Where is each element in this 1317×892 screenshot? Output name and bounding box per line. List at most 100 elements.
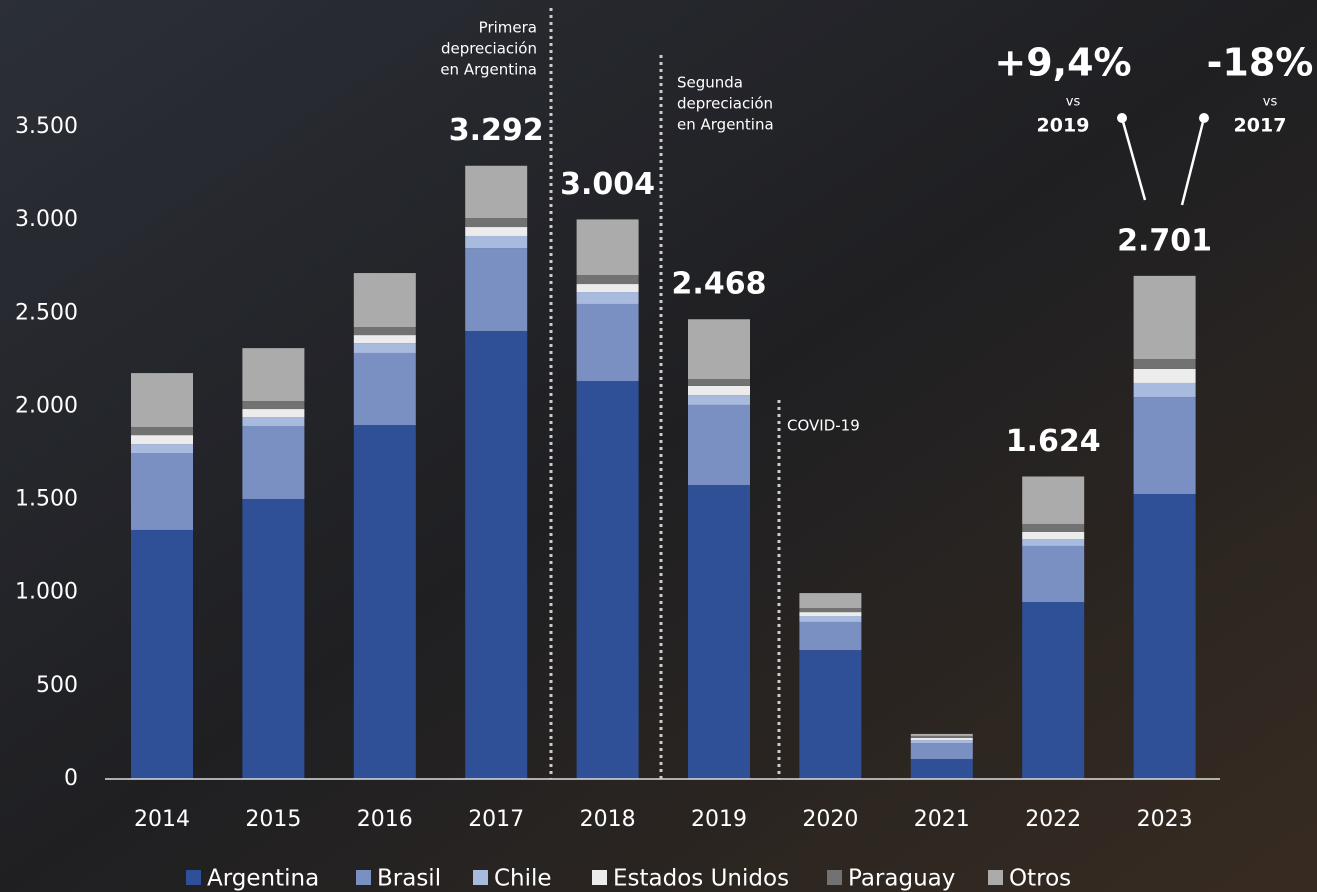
y-tick-label: 0 xyxy=(64,766,78,791)
event-label: Segunda xyxy=(677,74,743,92)
x-tick-label: 2014 xyxy=(134,807,190,832)
bar-segment xyxy=(910,738,973,741)
y-tick-label: 1.500 xyxy=(15,487,78,512)
bar-segment xyxy=(465,227,528,236)
event-label: depreciación xyxy=(441,40,537,58)
legend-label: Paraguay xyxy=(848,866,955,892)
legend-swatch xyxy=(988,870,1003,885)
bar-segment xyxy=(242,417,305,426)
y-tick-label: 500 xyxy=(36,673,78,698)
bar-segment xyxy=(242,425,305,500)
legend-label: Chile xyxy=(494,866,552,892)
total-label: 3.004 xyxy=(560,167,655,202)
bar-segment xyxy=(465,248,528,331)
bar-segment xyxy=(576,284,639,293)
bar-segment xyxy=(131,453,193,530)
y-tick-label: 3.000 xyxy=(15,207,78,232)
x-tick-label: 2018 xyxy=(580,807,636,832)
bar-segment xyxy=(1133,359,1196,369)
bar-segment xyxy=(688,379,750,386)
legend-swatch xyxy=(186,870,201,885)
bar-segment xyxy=(799,593,862,608)
bar-segment xyxy=(576,219,639,276)
bar-segment xyxy=(1022,523,1085,532)
callout-dot xyxy=(1117,113,1127,123)
legend-label: Otros xyxy=(1009,866,1071,892)
bar-segment xyxy=(1022,539,1085,546)
event-label: depreciación xyxy=(677,95,773,113)
bar-segment xyxy=(799,607,862,613)
bar-segment xyxy=(799,616,862,622)
bar-segment xyxy=(131,444,193,453)
bar-segment xyxy=(1022,476,1085,524)
bar-segment xyxy=(910,743,973,760)
bar-segment xyxy=(799,621,862,651)
x-tick-label: 2022 xyxy=(1025,807,1081,832)
bar-segment xyxy=(242,409,305,418)
bar-segment xyxy=(353,352,416,426)
bar-segment xyxy=(353,273,416,328)
x-tick-label: 2023 xyxy=(1137,807,1193,832)
legend-label: Argentina xyxy=(207,866,319,892)
y-tick-label: 2.000 xyxy=(15,393,78,418)
bar-segment xyxy=(799,650,862,779)
event-label: COVID-19 xyxy=(787,417,860,435)
x-tick-label: 2017 xyxy=(468,807,524,832)
bar-segment xyxy=(799,612,862,616)
bar-segment xyxy=(1133,397,1196,494)
legend-swatch xyxy=(473,870,488,885)
comparison-vs: vs xyxy=(1263,95,1278,110)
bar-segment xyxy=(910,759,973,779)
bar-segment xyxy=(910,733,973,736)
bar-segment xyxy=(353,327,416,336)
x-tick-label: 2016 xyxy=(357,807,413,832)
bar-segment xyxy=(465,330,528,779)
legend-label: Estados Unidos xyxy=(613,866,789,892)
x-tick-label: 2021 xyxy=(914,807,970,832)
total-label: 3.292 xyxy=(449,113,544,148)
bar-segment xyxy=(576,381,639,779)
bar-segment xyxy=(1133,382,1196,398)
bar-segment xyxy=(688,395,750,405)
comparison-value: +9,4% xyxy=(994,41,1131,85)
bar-segment xyxy=(576,275,639,285)
bar-segment xyxy=(1133,493,1196,779)
bar-segment xyxy=(1133,275,1196,360)
comparison-year: 2017 xyxy=(1234,115,1287,137)
y-tick-label: 1.000 xyxy=(15,580,78,605)
bar-segment xyxy=(242,348,305,402)
bar-segment xyxy=(353,335,416,344)
y-tick-label: 2.500 xyxy=(15,300,78,325)
bar-segment xyxy=(688,319,750,380)
bar-segment xyxy=(131,427,193,436)
comparison-value: -18% xyxy=(1207,41,1314,85)
bar-segment xyxy=(1022,602,1085,779)
total-label: 1.624 xyxy=(1006,424,1101,459)
legend-label: Brasil xyxy=(377,866,441,892)
bar-segment xyxy=(688,404,750,486)
bar-segment xyxy=(576,303,639,382)
callout-dot xyxy=(1199,113,1209,123)
bar-segment xyxy=(242,401,305,410)
legend-swatch xyxy=(592,870,607,885)
comparison-year: 2019 xyxy=(1037,115,1090,137)
x-tick-label: 2020 xyxy=(802,807,858,832)
bar-segment xyxy=(353,343,416,353)
bar-segment xyxy=(910,740,973,744)
x-tick-label: 2015 xyxy=(245,807,301,832)
bar-segment xyxy=(910,735,973,739)
legend-swatch xyxy=(827,870,842,885)
bar-segment xyxy=(131,373,193,428)
bar-segment xyxy=(688,485,750,779)
bar-segment xyxy=(1022,545,1085,603)
callout-line xyxy=(1120,117,1147,201)
legend-swatch xyxy=(356,870,371,885)
bar-segment xyxy=(353,425,416,779)
bar-segment xyxy=(465,218,528,228)
bar-segment xyxy=(465,165,528,219)
event-label: en Argentina xyxy=(440,61,537,79)
bar-segment xyxy=(242,499,305,779)
x-tick-label: 2019 xyxy=(691,807,747,832)
